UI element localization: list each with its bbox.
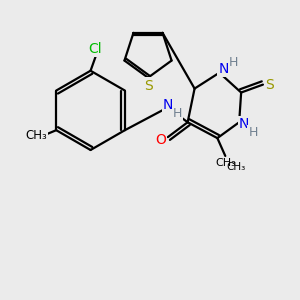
Text: H: H — [173, 107, 182, 120]
Text: CH₃: CH₃ — [226, 162, 245, 172]
Text: CH₃: CH₃ — [26, 129, 47, 142]
Text: N: N — [163, 98, 173, 112]
Text: H: H — [248, 126, 258, 139]
Text: O: O — [155, 133, 166, 147]
Text: Cl: Cl — [89, 42, 102, 56]
Text: N: N — [218, 62, 229, 76]
Text: N: N — [239, 117, 249, 131]
Text: CH₃: CH₃ — [215, 158, 236, 168]
Text: H: H — [229, 56, 238, 69]
Text: S: S — [144, 79, 152, 93]
Text: S: S — [266, 78, 274, 92]
